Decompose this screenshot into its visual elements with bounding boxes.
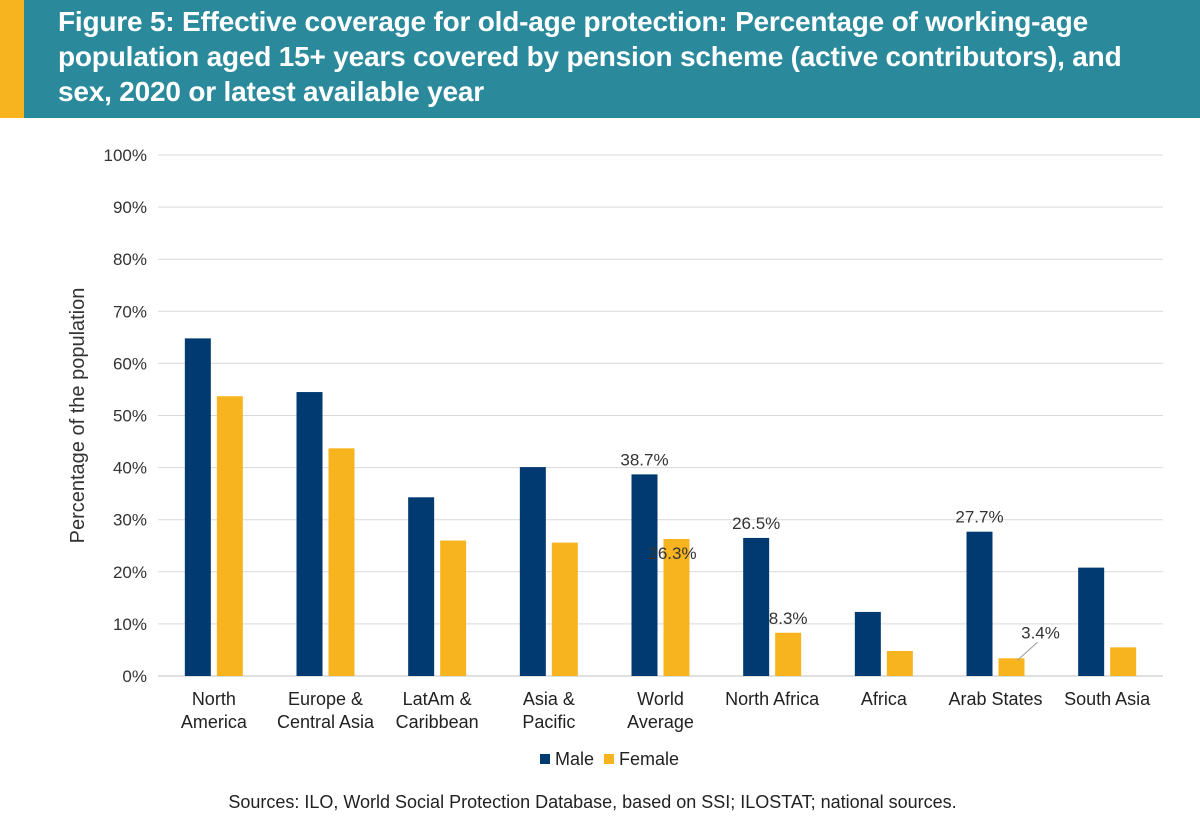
data-label: 8.3% xyxy=(769,609,808,628)
legend-label-male: Male xyxy=(555,748,595,769)
x-tick-label: South Asia xyxy=(1064,689,1151,709)
y-tick-label: 90% xyxy=(113,198,147,217)
x-tick-label: Arab States xyxy=(948,689,1042,709)
data-label: 3.4% xyxy=(1021,623,1060,642)
y-tick-label: 10% xyxy=(113,615,147,634)
x-tick-label: North Africa xyxy=(725,689,820,709)
y-tick-label: 30% xyxy=(113,511,147,530)
bar-male xyxy=(519,467,546,676)
bar-male xyxy=(854,611,881,676)
bar-female xyxy=(886,650,913,676)
y-tick-label: 20% xyxy=(113,563,147,582)
legend-item-female: Female xyxy=(604,749,679,770)
bar-male xyxy=(743,537,770,676)
y-axis-label: Percentage of the population xyxy=(67,288,89,544)
data-label-leader xyxy=(1017,641,1038,661)
bar-male xyxy=(184,338,211,676)
bar-female xyxy=(440,540,467,676)
x-tick-label: Central Asia xyxy=(277,712,375,732)
y-tick-label: 80% xyxy=(113,250,147,269)
data-label: 26.5% xyxy=(732,514,780,533)
bar-female xyxy=(663,538,690,676)
bar-female xyxy=(998,658,1025,676)
x-tick-label: Africa xyxy=(861,689,908,709)
bar-female xyxy=(1110,647,1137,676)
figure-header xyxy=(0,0,1200,118)
y-tick-label: 0% xyxy=(122,667,147,686)
bar-female xyxy=(775,632,802,676)
bar-male xyxy=(966,531,993,676)
x-tick-label: Average xyxy=(627,712,694,732)
x-tick-label: America xyxy=(181,712,248,732)
y-tick-label: 70% xyxy=(113,302,147,321)
legend-item-male: Male xyxy=(540,749,594,770)
x-tick-label: Pacific xyxy=(522,712,575,732)
y-tick-label: 100% xyxy=(104,146,147,165)
x-tick-label: LatAm & xyxy=(403,689,472,709)
bar-male xyxy=(408,497,435,676)
header-accent-bar xyxy=(0,0,24,118)
data-label: 27.7% xyxy=(955,508,1003,527)
legend-swatch-female xyxy=(604,754,615,764)
bar-male xyxy=(296,392,323,676)
chart-legend: Male Female xyxy=(540,748,689,770)
bar-female xyxy=(216,396,243,676)
data-label: 38.7% xyxy=(620,450,668,469)
bar-female xyxy=(328,448,355,676)
legend-label-female: Female xyxy=(619,748,680,769)
bar-male xyxy=(1078,567,1105,676)
figure-title: Figure 5: Effective coverage for old-age… xyxy=(58,6,1122,107)
y-tick-label: 40% xyxy=(113,459,147,478)
bar-male xyxy=(631,474,658,676)
bar-female xyxy=(551,542,578,676)
legend-swatch-male xyxy=(540,754,550,764)
data-label: 26.3% xyxy=(648,544,696,563)
y-tick-label: 60% xyxy=(113,354,147,373)
x-tick-label: Caribbean xyxy=(396,712,479,732)
x-tick-label: North xyxy=(192,689,236,709)
x-tick-label: Europe & xyxy=(288,689,363,709)
x-tick-label: World xyxy=(637,689,684,709)
source-note: Sources: ILO, World Social Protection Da… xyxy=(228,792,957,812)
x-tick-label: Asia & xyxy=(523,689,575,709)
y-tick-label: 50% xyxy=(113,407,147,426)
